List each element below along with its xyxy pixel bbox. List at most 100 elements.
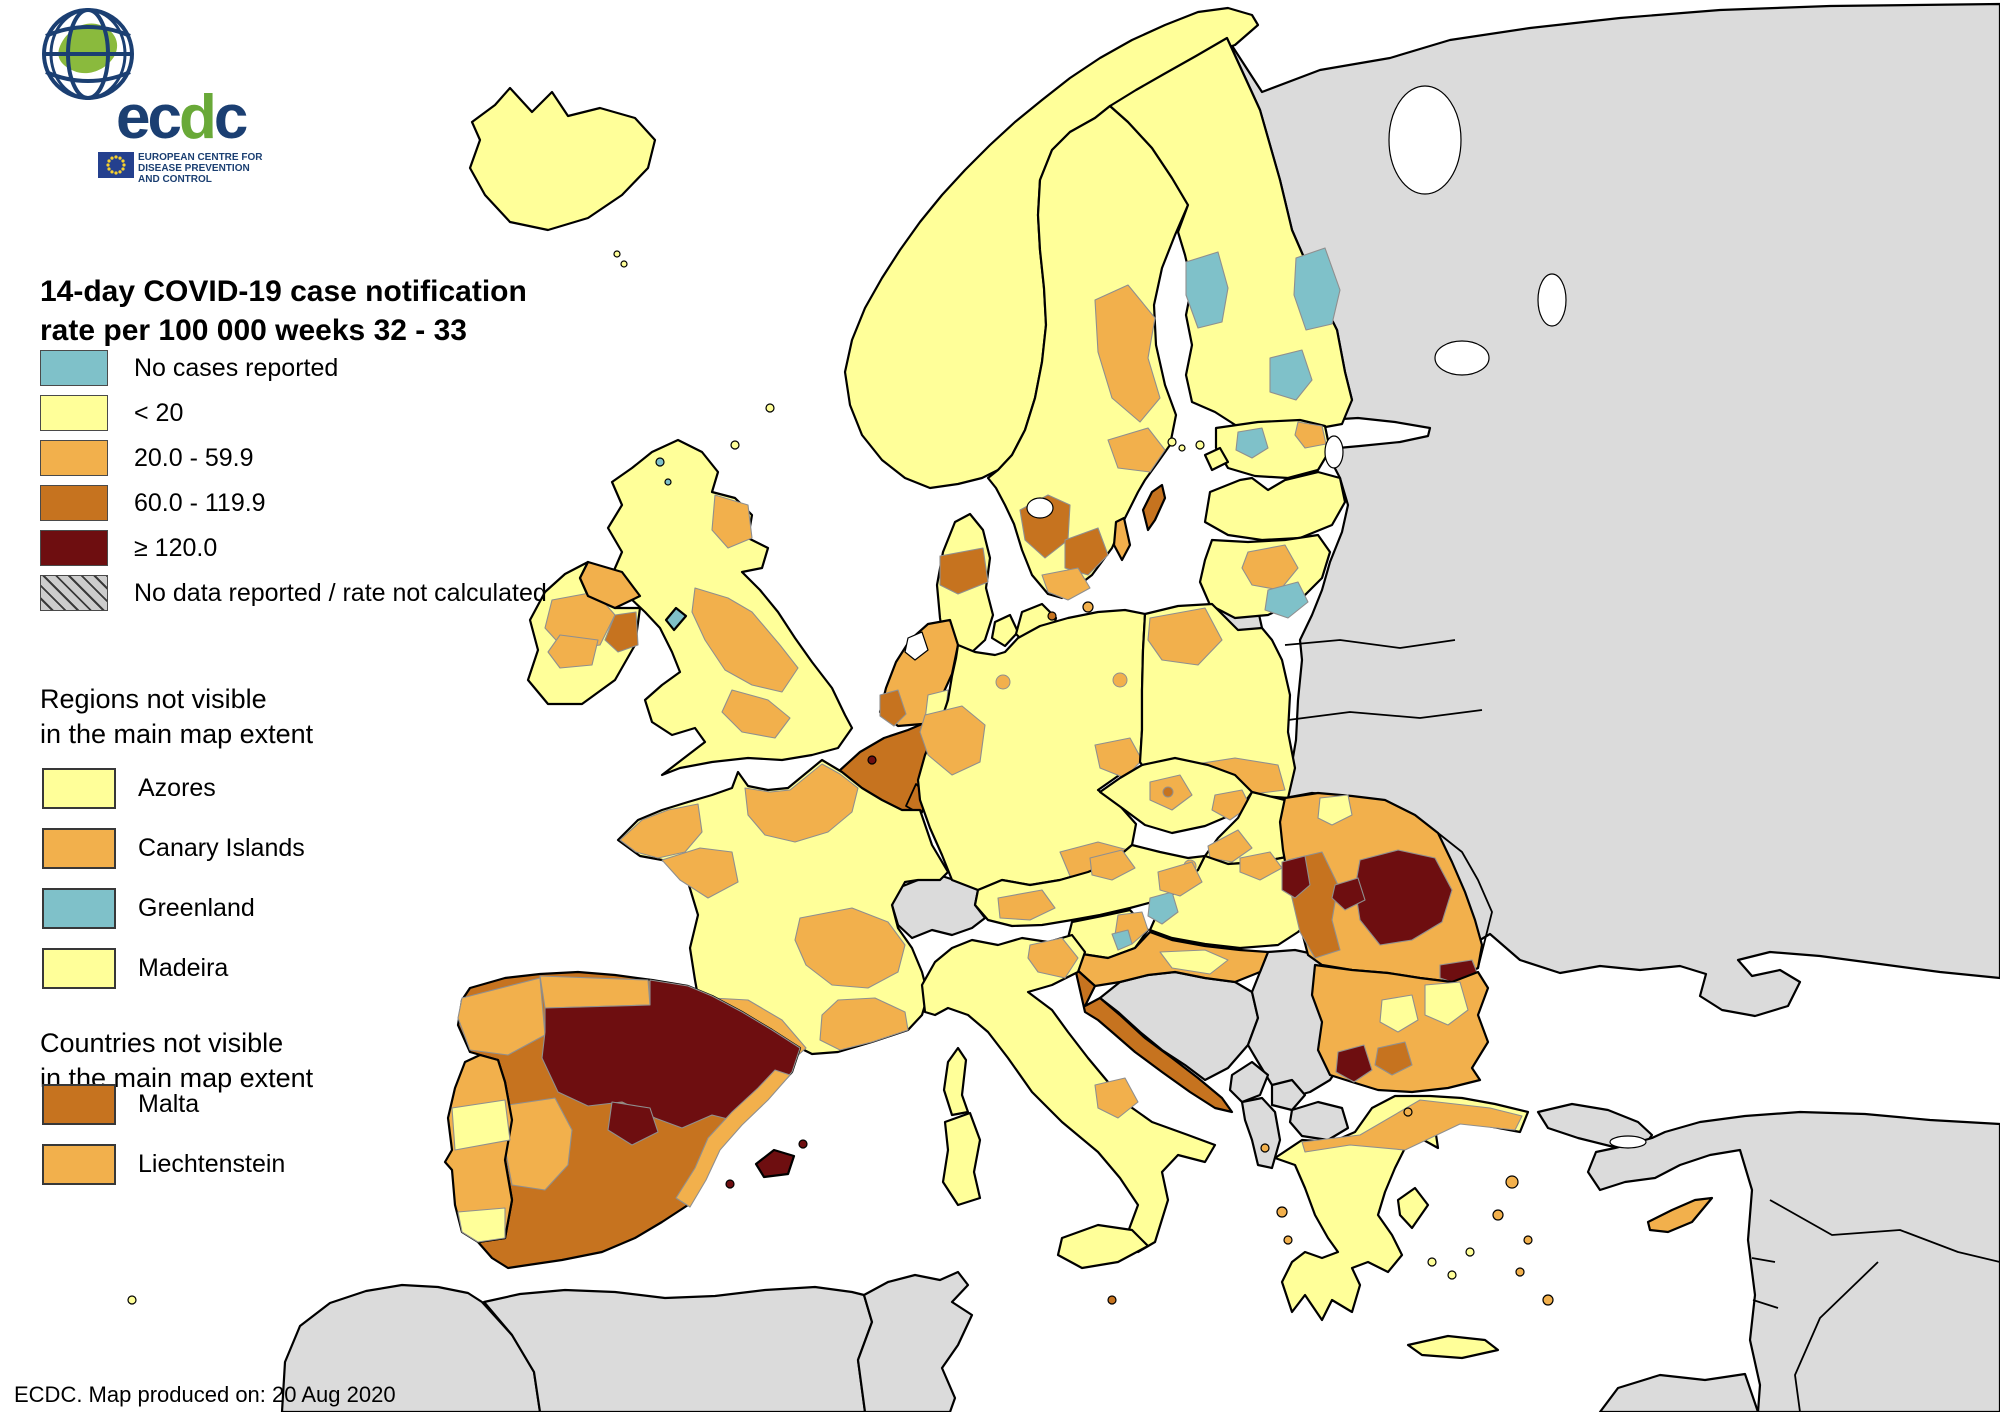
- onega: [1537, 273, 1567, 327]
- cyc2: [1447, 1270, 1457, 1280]
- dk-funen: [990, 613, 1020, 648]
- uk-neng: [691, 587, 799, 693]
- chios: [1492, 1209, 1504, 1221]
- pt-centro: [451, 1099, 511, 1151]
- lt-teal: [1264, 581, 1309, 619]
- ijsselmeer: [904, 631, 929, 661]
- sk-w: [1207, 829, 1253, 863]
- marmara: [1609, 1135, 1647, 1149]
- fi-teal-e: [1293, 247, 1341, 331]
- by-ua-line1: [1284, 639, 1456, 649]
- fr-brit: [619, 803, 703, 859]
- greece: [1273, 1094, 1530, 1322]
- rhodes: [1542, 1294, 1554, 1306]
- montenegro: [1228, 1060, 1270, 1104]
- tunisia: [856, 1270, 974, 1412]
- oland: [1112, 516, 1132, 562]
- de-bremen: [995, 674, 1011, 690]
- se-east: [1107, 427, 1166, 473]
- menorca: [798, 1139, 808, 1149]
- pt-algarve: [457, 1207, 506, 1243]
- uk-ni: [578, 560, 642, 610]
- gotland: [1141, 483, 1167, 532]
- aland2: [1178, 444, 1186, 452]
- hebr1: [655, 457, 665, 467]
- ee-ne: [1294, 421, 1327, 449]
- be-bru: [867, 755, 877, 765]
- shet1: [765, 403, 775, 413]
- hebr2: [664, 478, 672, 486]
- ie-dub: [604, 611, 639, 653]
- it-veneto: [1027, 937, 1079, 979]
- sicily: [1056, 1223, 1150, 1270]
- cyprus: [1646, 1196, 1714, 1234]
- vanern: [1026, 497, 1054, 519]
- bornholm: [1082, 601, 1094, 613]
- es-val: [675, 1069, 791, 1208]
- corsica: [942, 1046, 970, 1117]
- ladoga: [1434, 340, 1490, 376]
- fi-teal-w: [1185, 251, 1229, 329]
- me-line1: [1769, 1199, 2000, 1263]
- hr-coast: [1073, 966, 1234, 1114]
- kos-i: [1515, 1267, 1525, 1277]
- faroe2: [620, 260, 628, 268]
- ro-alba: [1331, 877, 1366, 911]
- hu-n: [1239, 851, 1283, 881]
- cyc3: [1465, 1247, 1475, 1257]
- me-line3: [1751, 1257, 1779, 1309]
- fr-paca: [819, 997, 909, 1051]
- ro-nwred: [1281, 855, 1311, 899]
- fr-aura: [794, 907, 906, 989]
- peipus: [1324, 435, 1344, 469]
- ork1: [730, 440, 740, 450]
- ro-ny: [1317, 794, 1353, 826]
- madeira-dot: [127, 1295, 137, 1305]
- bg-ne: [1424, 981, 1469, 1026]
- ie-sw: [547, 634, 599, 669]
- aland1: [1167, 437, 1177, 447]
- me-line2: [1794, 1261, 1879, 1412]
- iceland: [468, 86, 657, 232]
- es-madrid: [607, 1101, 659, 1146]
- kosovo: [1270, 1078, 1307, 1112]
- lesbos: [1505, 1175, 1519, 1189]
- uk-mid: [721, 689, 791, 739]
- es-ncoast: [539, 975, 651, 1009]
- egypt: [1598, 1372, 1760, 1412]
- albania: [1240, 1096, 1282, 1170]
- kefalonia: [1276, 1206, 1288, 1218]
- hr-teal: [1111, 929, 1133, 951]
- dk-mid: [939, 547, 989, 595]
- at-tyrol: [997, 889, 1056, 921]
- iom: [664, 606, 688, 632]
- fi-teal-se: [1269, 349, 1313, 401]
- dk-cph: [1047, 611, 1057, 621]
- whitesea: [1388, 85, 1462, 195]
- mallorca: [754, 1148, 796, 1179]
- samos: [1523, 1235, 1533, 1245]
- latvia: [1203, 470, 1347, 542]
- at-up: [1089, 849, 1136, 881]
- ee-isl: [1203, 446, 1230, 472]
- se-skane: [1041, 567, 1091, 601]
- algeria: [482, 1285, 874, 1412]
- ee-teal: [1235, 427, 1269, 459]
- ee-isl2: [1195, 440, 1205, 450]
- se-mid: [1094, 284, 1161, 423]
- thasos: [1403, 1107, 1413, 1117]
- sardinia: [941, 1111, 982, 1207]
- turkey-main: [1586, 1110, 2000, 1412]
- cyc1: [1427, 1257, 1437, 1267]
- macedonia: [1288, 1100, 1350, 1142]
- de-nrw: [919, 705, 986, 776]
- md-line: [1437, 832, 1493, 969]
- euboea: [1396, 1186, 1430, 1230]
- faroe1: [613, 250, 621, 258]
- se-kron: [1064, 527, 1109, 576]
- bg-sw: [1335, 1044, 1373, 1083]
- fr-loire: [661, 847, 739, 899]
- malta: [1107, 1295, 1117, 1305]
